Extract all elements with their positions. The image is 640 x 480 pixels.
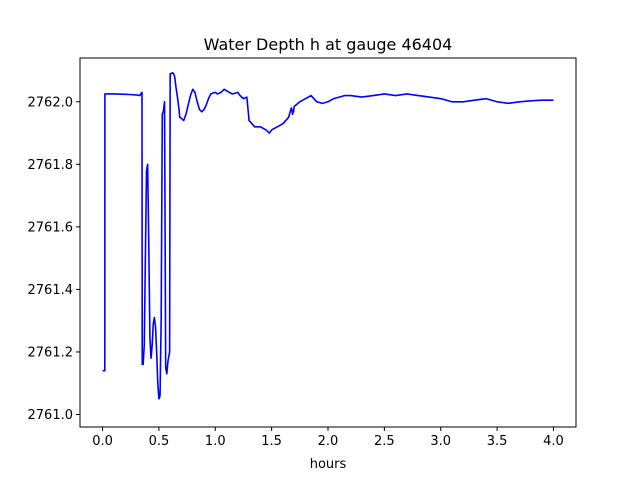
y-axis: 2761.0 2761.2 2761.4 2761.6 2761.8 2762.0 (28, 95, 80, 423)
y-tick-label: 2761.0 (28, 408, 74, 423)
x-tick-label: 1.5 (261, 434, 282, 449)
y-tick-label: 2761.8 (28, 158, 74, 173)
x-tick-label: 3.0 (430, 434, 451, 449)
x-tick-label: 4.0 (543, 434, 564, 449)
y-tick-label: 2762.0 (28, 95, 74, 110)
x-axis: 0.0 0.5 1.0 1.5 2.0 2.5 3.0 3.5 4.0 (92, 427, 564, 449)
chart-title: Water Depth h at gauge 46404 (204, 35, 453, 54)
y-tick-label: 2761.6 (28, 220, 74, 235)
x-tick-label: 0.0 (92, 434, 113, 449)
series-line-1 (102, 71, 554, 400)
y-tick-label: 2761.4 (28, 283, 74, 298)
x-tick-label: 1.0 (205, 434, 226, 449)
plot-area (80, 58, 576, 427)
y-tick-label: 2761.2 (28, 345, 74, 360)
x-tick-label: 2.5 (374, 434, 395, 449)
x-tick-label: 2.0 (318, 434, 339, 449)
x-axis-label: hours (310, 457, 347, 472)
x-tick-label: 0.5 (149, 434, 170, 449)
x-tick-label: 3.5 (487, 434, 508, 449)
series-layer (102, 71, 554, 400)
